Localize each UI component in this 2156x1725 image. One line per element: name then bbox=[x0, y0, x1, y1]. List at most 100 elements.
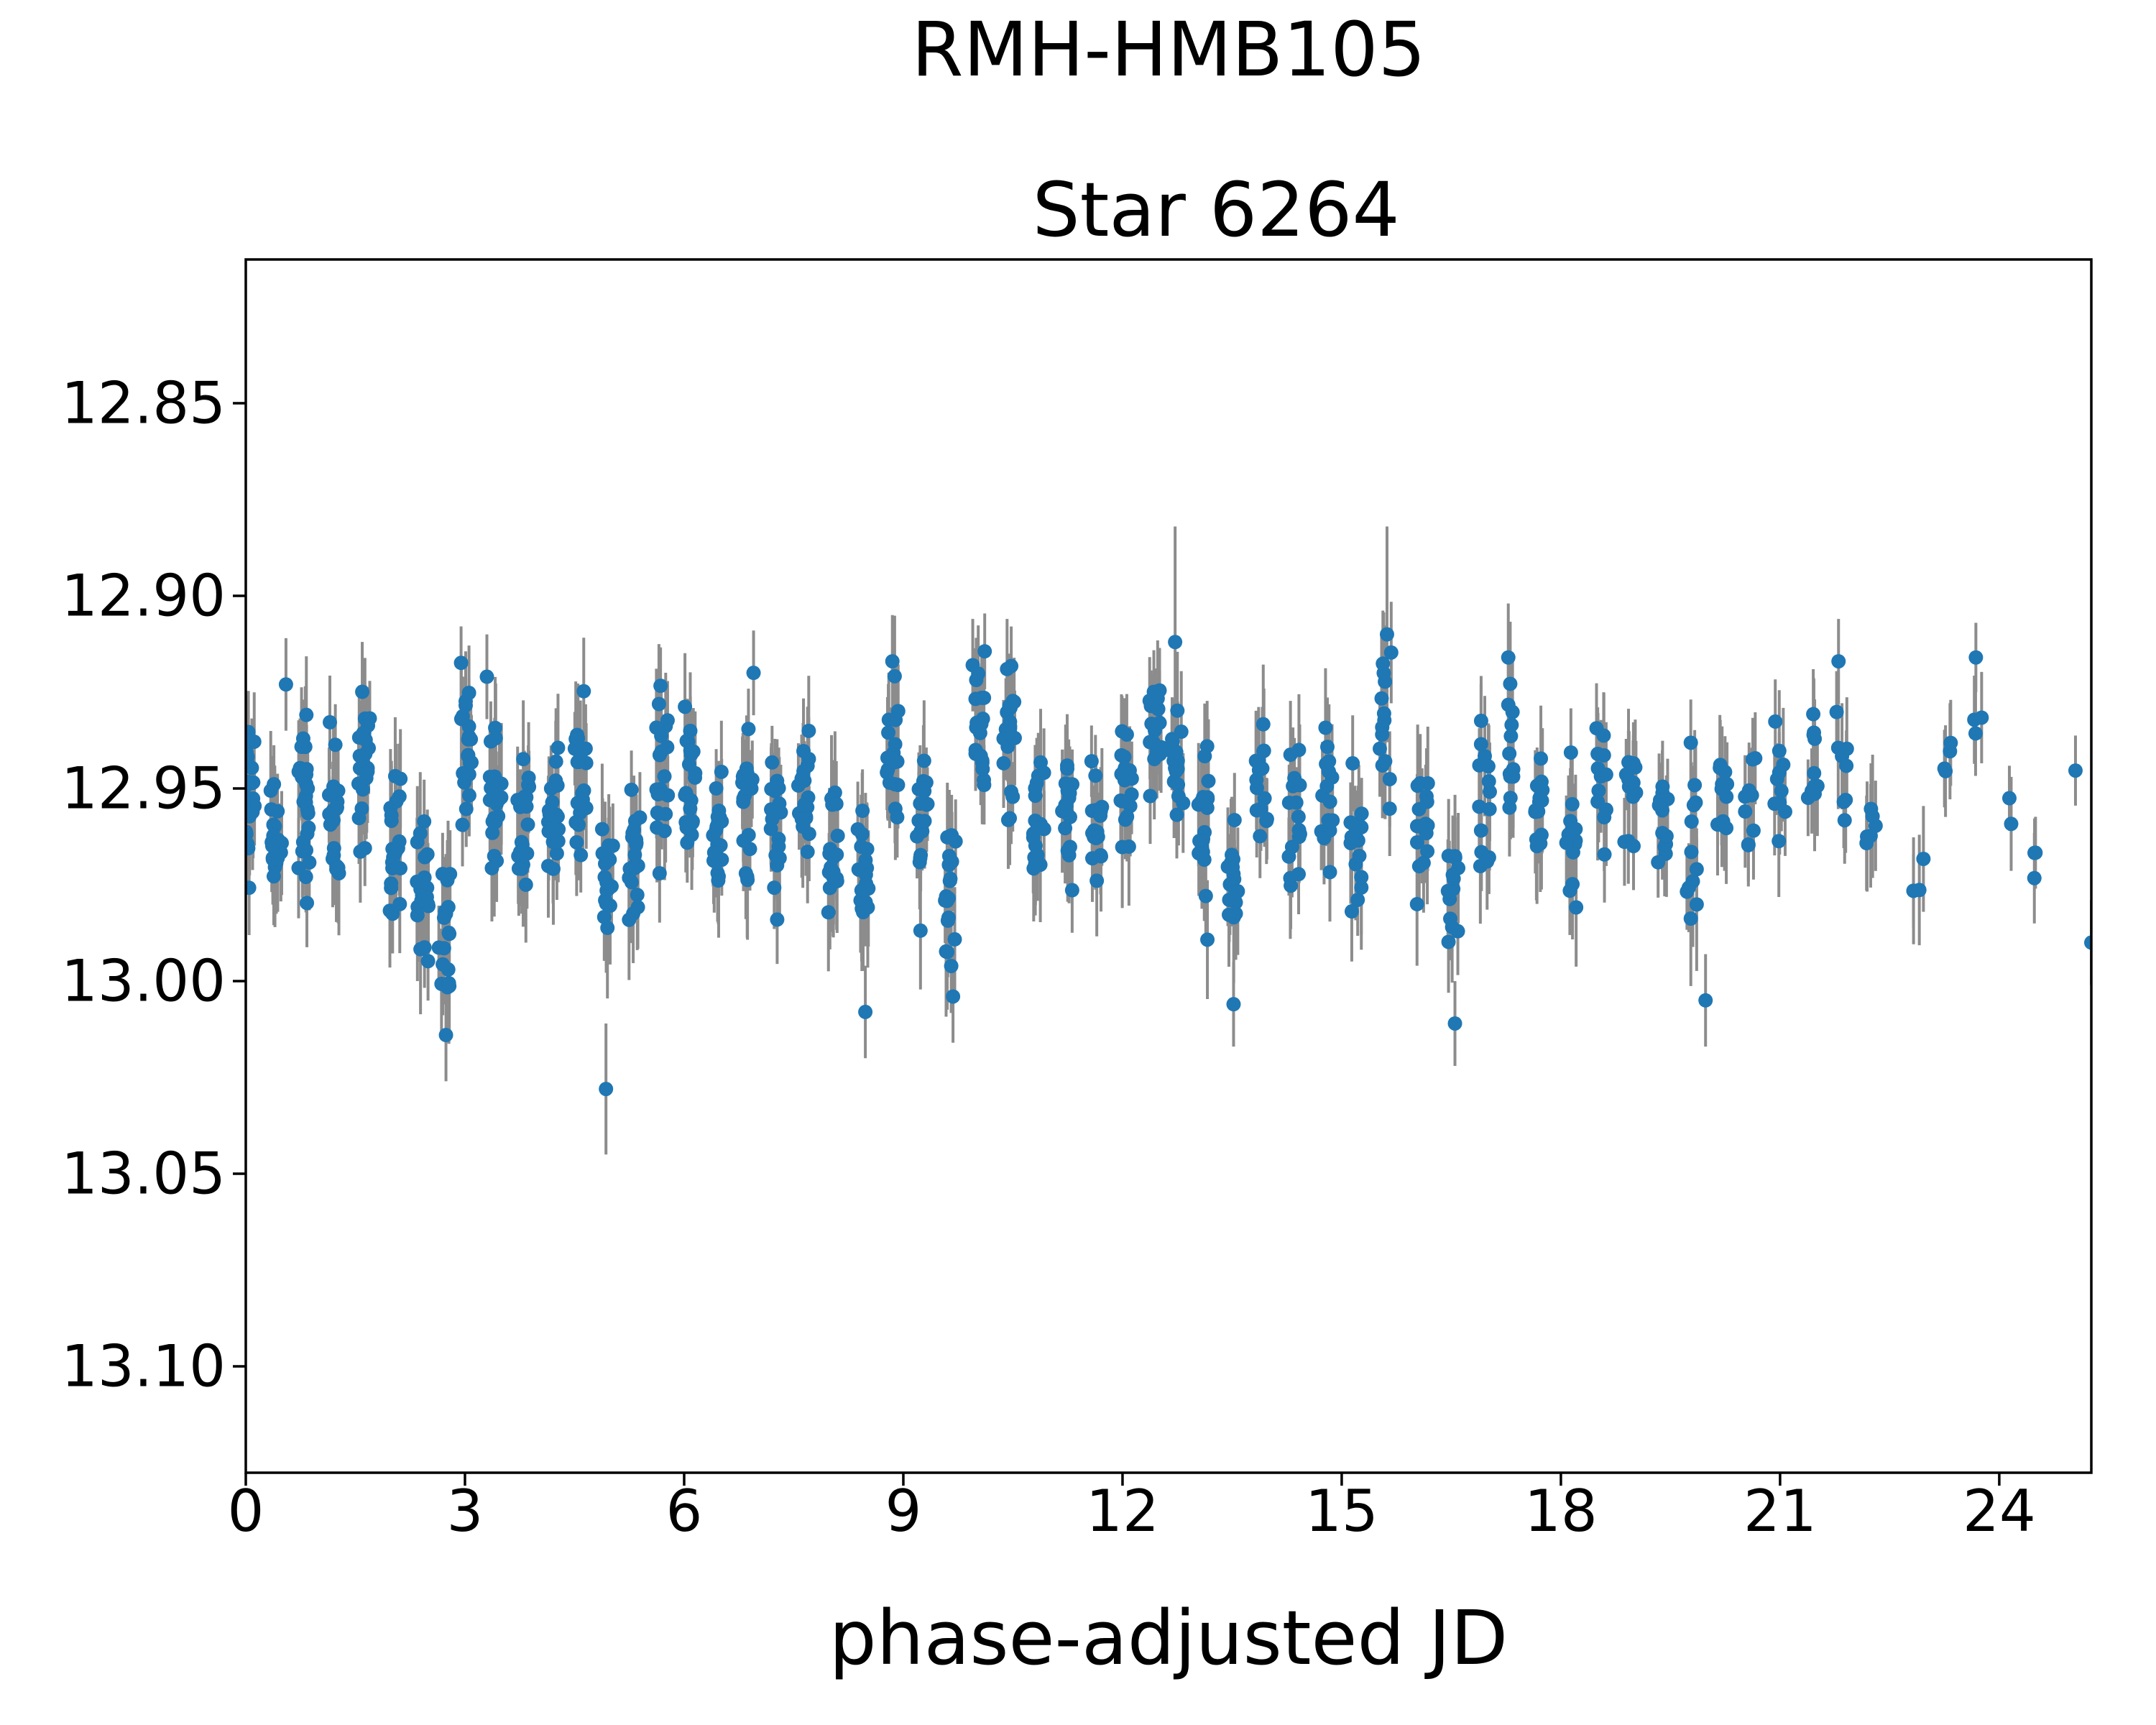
data-point bbox=[484, 860, 499, 875]
data-point bbox=[1912, 883, 1927, 898]
data-point bbox=[1741, 837, 1756, 852]
data-point bbox=[1968, 650, 1984, 665]
data-point bbox=[1093, 847, 1108, 862]
data-point bbox=[770, 773, 785, 788]
data-point bbox=[1003, 724, 1018, 740]
data-point bbox=[1287, 770, 1302, 786]
data-point bbox=[570, 755, 585, 770]
data-point bbox=[1830, 740, 1846, 755]
data-point bbox=[597, 856, 612, 871]
data-point bbox=[384, 808, 399, 823]
data-point bbox=[2028, 845, 2043, 860]
data-point bbox=[741, 722, 756, 737]
data-point bbox=[417, 940, 432, 955]
data-point bbox=[442, 926, 457, 942]
data-point bbox=[1689, 862, 1704, 877]
data-point bbox=[2084, 935, 2091, 950]
data-point bbox=[351, 811, 367, 826]
data-point bbox=[1746, 823, 1761, 838]
data-point bbox=[1831, 654, 1846, 669]
data-point bbox=[331, 783, 346, 799]
data-point bbox=[385, 906, 400, 921]
data-point bbox=[246, 880, 257, 896]
data-point bbox=[1807, 731, 1823, 746]
data-point bbox=[767, 880, 782, 896]
data-point bbox=[1378, 754, 1393, 769]
data-point bbox=[1376, 666, 1391, 681]
data-point bbox=[1474, 845, 1489, 860]
data-point bbox=[521, 770, 536, 785]
data-point bbox=[1839, 758, 1854, 773]
data-point bbox=[763, 822, 778, 837]
axes-frame bbox=[244, 258, 2093, 1474]
data-point bbox=[1088, 768, 1103, 783]
data-point bbox=[1058, 821, 1073, 836]
data-point bbox=[1322, 865, 1337, 880]
data-point bbox=[1504, 717, 1519, 732]
data-point bbox=[683, 801, 698, 816]
data-point bbox=[1344, 904, 1359, 919]
data-point bbox=[1115, 840, 1130, 855]
data-point bbox=[1192, 833, 1207, 848]
data-point bbox=[855, 804, 870, 818]
data-point bbox=[652, 748, 667, 763]
data-point bbox=[1064, 883, 1079, 898]
data-point bbox=[543, 781, 558, 796]
data-point bbox=[1256, 717, 1271, 732]
data-point bbox=[685, 814, 700, 829]
data-point bbox=[1563, 745, 1578, 760]
data-point bbox=[968, 691, 983, 707]
data-point bbox=[1033, 755, 1049, 770]
data-point bbox=[888, 712, 903, 727]
data-point bbox=[1767, 796, 1782, 811]
data-point bbox=[410, 908, 425, 923]
data-point bbox=[706, 845, 722, 860]
data-point bbox=[359, 765, 374, 781]
markers-layer bbox=[246, 627, 2091, 1097]
data-point bbox=[1502, 800, 1517, 815]
data-point bbox=[651, 806, 666, 822]
data-point bbox=[1143, 699, 1158, 714]
data-point bbox=[594, 822, 609, 837]
data-point bbox=[711, 813, 726, 828]
data-point bbox=[1715, 777, 1730, 792]
data-point bbox=[1626, 789, 1641, 804]
data-point bbox=[1383, 645, 1399, 660]
data-point bbox=[1420, 844, 1435, 859]
data-point bbox=[246, 837, 255, 852]
data-point bbox=[1319, 778, 1335, 794]
data-point bbox=[264, 838, 280, 853]
data-point bbox=[511, 861, 526, 876]
data-point bbox=[296, 794, 311, 809]
data-point bbox=[1283, 748, 1298, 763]
data-point bbox=[940, 944, 955, 960]
data-point bbox=[624, 875, 639, 890]
data-point bbox=[770, 912, 785, 927]
data-point bbox=[295, 844, 310, 859]
data-point bbox=[1317, 831, 1332, 846]
data-point bbox=[821, 905, 836, 920]
data-point bbox=[794, 811, 809, 827]
data-point bbox=[1382, 771, 1397, 786]
data-point bbox=[1354, 806, 1369, 822]
data-point bbox=[1201, 773, 1216, 788]
data-point bbox=[573, 847, 589, 862]
data-point bbox=[1776, 757, 1791, 772]
data-point bbox=[944, 958, 959, 973]
data-point bbox=[1143, 788, 1158, 804]
data-point bbox=[1409, 819, 1424, 834]
data-point bbox=[1003, 811, 1018, 826]
data-point bbox=[1251, 763, 1266, 778]
data-point bbox=[881, 725, 896, 740]
data-point bbox=[1659, 829, 1674, 844]
data-point bbox=[326, 848, 341, 863]
data-point bbox=[2004, 816, 2019, 832]
data-point bbox=[1200, 932, 1215, 947]
data-point bbox=[1170, 703, 1185, 718]
data-point bbox=[736, 794, 751, 809]
data-point bbox=[1481, 774, 1496, 789]
x-tick-label: 15 bbox=[1305, 1478, 1378, 1545]
data-point bbox=[797, 797, 812, 812]
data-point bbox=[331, 860, 346, 875]
data-point bbox=[1029, 776, 1044, 791]
